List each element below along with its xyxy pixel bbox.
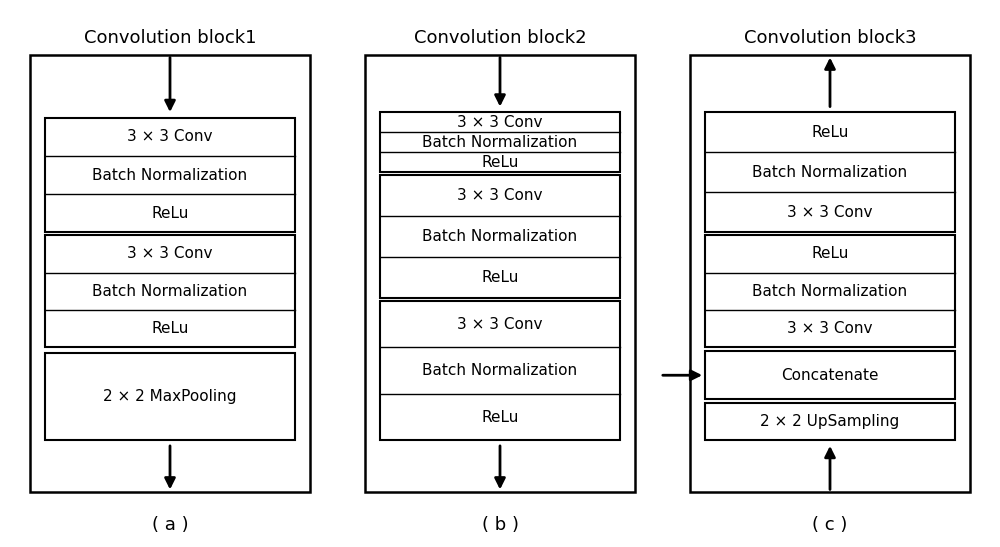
- Text: Convolution block2: Convolution block2: [414, 30, 586, 47]
- Text: ReLu: ReLu: [481, 410, 519, 424]
- Text: ReLu: ReLu: [811, 246, 849, 261]
- Text: ReLu: ReLu: [481, 155, 519, 170]
- Text: ReLu: ReLu: [481, 270, 519, 285]
- Bar: [30, 55, 310, 492]
- Text: Batch Normalization: Batch Normalization: [422, 135, 578, 150]
- Bar: [705, 403, 955, 440]
- Text: Batch Normalization: Batch Normalization: [422, 229, 578, 244]
- Text: 3 × 3 Conv: 3 × 3 Conv: [457, 188, 543, 203]
- Text: 2 × 2 UpSampling: 2 × 2 UpSampling: [760, 414, 900, 429]
- Text: 3 × 3 Conv: 3 × 3 Conv: [457, 115, 543, 130]
- Text: ( a ): ( a ): [152, 516, 188, 534]
- Bar: [365, 55, 635, 492]
- Text: 3 × 3 Conv: 3 × 3 Conv: [787, 205, 873, 220]
- Text: 3 × 3 Conv: 3 × 3 Conv: [127, 246, 213, 261]
- Text: Concatenate: Concatenate: [781, 368, 879, 383]
- Text: ReLu: ReLu: [811, 125, 849, 139]
- Text: Batch Normalization: Batch Normalization: [422, 363, 578, 378]
- Text: Batch Normalization: Batch Normalization: [752, 165, 908, 180]
- Text: 3 × 3 Conv: 3 × 3 Conv: [787, 321, 873, 336]
- Bar: [45, 235, 295, 347]
- Bar: [705, 112, 955, 232]
- Bar: [45, 118, 295, 232]
- Text: Convolution block1: Convolution block1: [84, 30, 256, 47]
- Text: ( c ): ( c ): [812, 516, 848, 534]
- Bar: [45, 353, 295, 440]
- Bar: [380, 175, 620, 298]
- Text: 3 × 3 Conv: 3 × 3 Conv: [127, 129, 213, 144]
- Bar: [690, 55, 970, 492]
- Text: ( b ): ( b ): [482, 516, 518, 534]
- Bar: [705, 235, 955, 347]
- Text: Batch Normalization: Batch Normalization: [92, 167, 248, 183]
- Text: ReLu: ReLu: [151, 206, 189, 221]
- Bar: [705, 351, 955, 399]
- Bar: [380, 112, 620, 172]
- Text: Batch Normalization: Batch Normalization: [92, 284, 248, 299]
- Text: Convolution block3: Convolution block3: [744, 30, 916, 47]
- Bar: [380, 301, 620, 440]
- Text: Batch Normalization: Batch Normalization: [752, 284, 908, 299]
- Text: ReLu: ReLu: [151, 321, 189, 336]
- Text: 2 × 2 MaxPooling: 2 × 2 MaxPooling: [103, 389, 237, 404]
- Text: 3 × 3 Conv: 3 × 3 Conv: [457, 317, 543, 331]
